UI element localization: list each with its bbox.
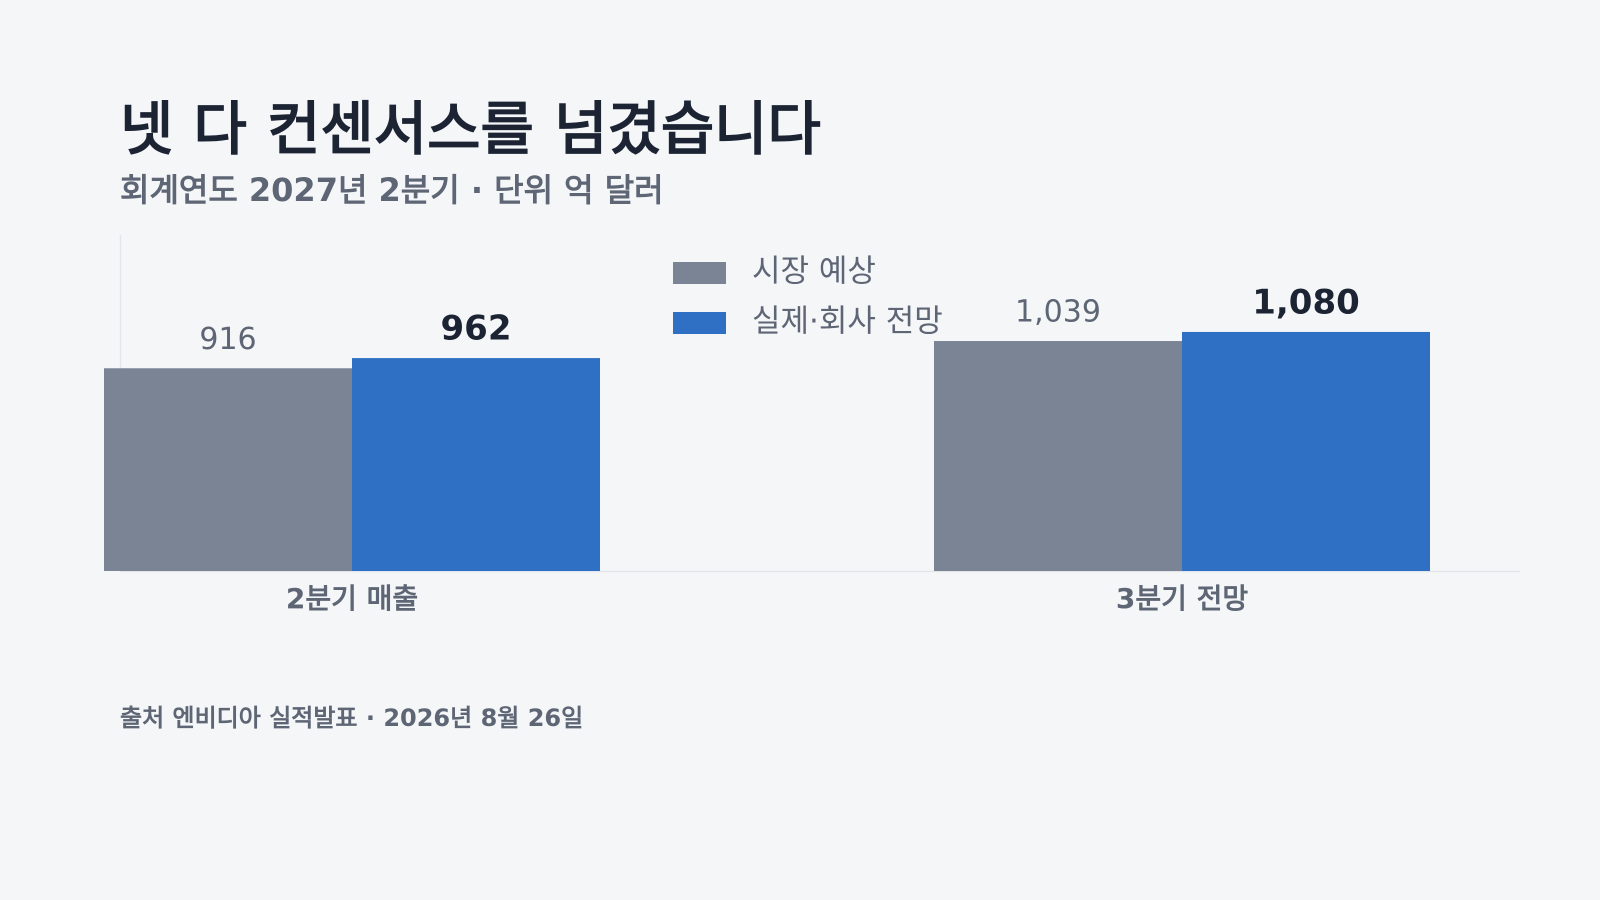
- source-note: 출처 엔비디아 실적발표 · 2026년 8월 26일: [120, 704, 583, 732]
- bar: [1182, 331, 1430, 571]
- legend-swatch: [673, 312, 726, 334]
- bar: [934, 341, 1182, 571]
- x-tick-label: 3분기 전망: [1116, 582, 1249, 615]
- data-label: 962: [441, 309, 512, 349]
- bar: [352, 358, 600, 571]
- data-label: 1,080: [1252, 282, 1360, 322]
- legend-swatch: [673, 262, 726, 284]
- data-label: 1,039: [1015, 295, 1101, 330]
- chart-title: 넷 다 컨센서스를 넘겼습니다: [120, 95, 821, 163]
- x-tick-label: 2분기 매출: [286, 582, 418, 615]
- data-label: 916: [199, 322, 256, 357]
- bar: [104, 368, 352, 571]
- legend-label: 실제·회사 전망: [752, 304, 943, 340]
- chart-subtitle: 회계연도 2027년 2분기 · 단위 억 달러: [120, 171, 664, 209]
- legend-label: 시장 예상: [752, 254, 876, 290]
